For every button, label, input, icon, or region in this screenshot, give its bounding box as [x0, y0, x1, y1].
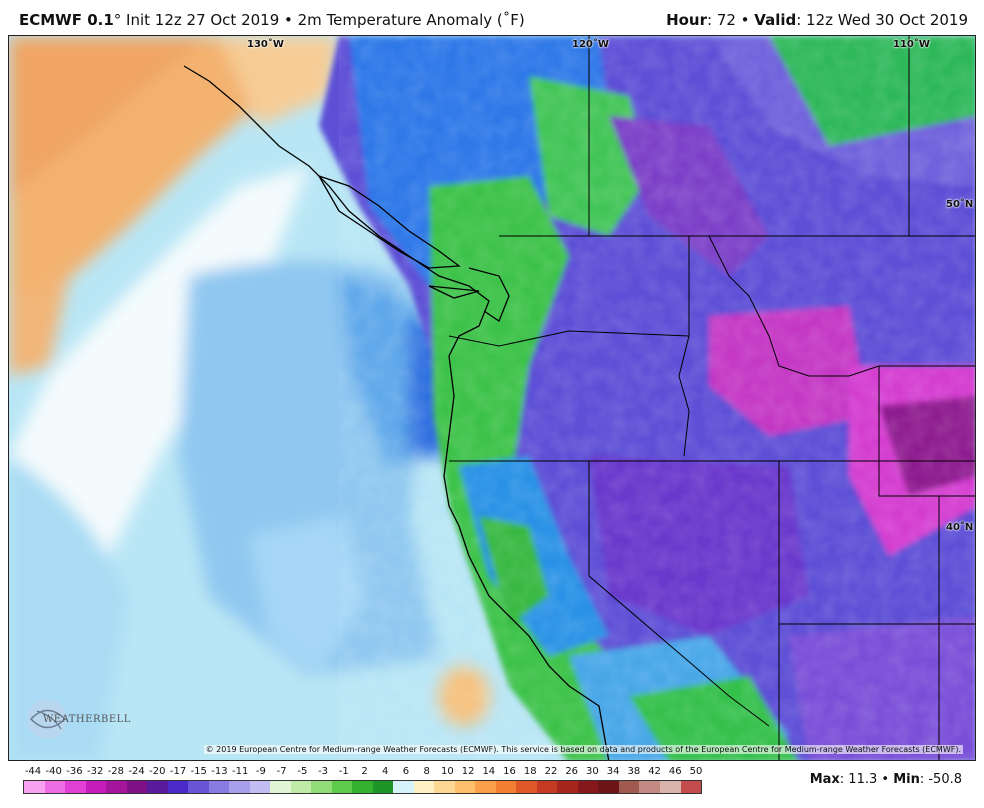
init-description: Init 12z 27 Oct 2019 • 2m Temperature An…	[121, 11, 525, 29]
colorbar-swatch	[331, 781, 353, 793]
colorbar-swatch	[229, 781, 250, 793]
colorbar-tick-label: 46	[668, 766, 682, 777]
colorbar-swatch	[85, 781, 107, 793]
colorbar-swatch	[65, 781, 86, 793]
colorbar-tick-label: 16	[503, 766, 516, 777]
colorbar-tick-label: 2	[361, 766, 368, 777]
colorbar-swatch	[147, 781, 168, 793]
colorbar-swatch	[413, 781, 435, 793]
colorbar-tick-label: -28	[107, 766, 125, 777]
colorbar-tick-label: -1	[338, 766, 349, 777]
min-value: : -50.8	[919, 772, 962, 787]
colorbar-swatch	[393, 781, 414, 793]
colorbar-swatch	[188, 781, 209, 793]
colorbar-tick-label: -3	[318, 766, 329, 777]
colorbar-swatch	[167, 781, 189, 793]
map-canvas	[9, 36, 975, 760]
map-title: ECMWF 0.1° Init 12z 27 Oct 2019 • 2m Tem…	[19, 11, 525, 29]
colorbar-swatch	[516, 781, 537, 793]
colorbar-tick-label: 42	[648, 766, 661, 777]
colorbar-tick-label: -15	[190, 766, 207, 777]
colorbar-swatch	[639, 781, 660, 793]
degree-symbol: °	[113, 11, 122, 29]
colorbar-swatch	[270, 781, 291, 793]
hour-value: : 72 •	[707, 11, 755, 29]
colorbar-tick-label: -24	[128, 766, 145, 777]
max-min-readout: Max: 11.3 • Min: -50.8	[810, 772, 962, 787]
political-borders	[448, 36, 975, 760]
colorbar-tick-label: 34	[606, 766, 620, 777]
colorbar-tick-label: -9	[255, 766, 266, 777]
colorbar-tick-label: 10	[441, 766, 454, 777]
model-name: ECMWF 0.1	[19, 11, 114, 29]
colorbar-swatch	[577, 781, 599, 793]
temperature-anomaly-map: 130˚W 120˚W 110˚W 50˚N 40˚N WEATHERBELL …	[8, 35, 976, 761]
logo-text: WEATHERBELL	[43, 714, 131, 725]
latitude-label: 50˚N	[946, 199, 974, 210]
colorbar-tick-label: -11	[232, 766, 249, 777]
longitude-label: 130˚W	[247, 39, 284, 50]
colorbar-swatch	[352, 781, 373, 793]
colorbar-tick-label: -7	[276, 766, 287, 777]
max-label: Max	[809, 772, 840, 787]
colorbar-swatch	[536, 781, 558, 793]
valid-value: : 12z Wed 30 Oct 2019	[796, 11, 968, 29]
colorbar: -44 -40 -36 -32 -28 -24 -20 -17 -15 -13 -11 -9 -7 -5-…	[23, 766, 702, 796]
colorbar-labels: -44 -40 -36 -32 -28 -24 -20 -17 -15 -13 -11 -9 -7 -5-…	[23, 766, 703, 779]
colorbar-swatch	[475, 781, 496, 793]
colorbar-swatch	[495, 781, 517, 793]
colorbar-tick-label: 6	[402, 766, 410, 777]
valid-label: Valid	[754, 11, 797, 29]
colorbar-swatch	[372, 781, 394, 793]
colorbar-swatch	[44, 781, 66, 793]
colorbar-tick-label: -17	[169, 766, 187, 777]
colorbar-swatch	[290, 781, 312, 793]
colorbar-tick-label: 50	[689, 766, 703, 777]
longitude-label: 120˚W	[572, 39, 609, 50]
colorbar-swatch	[249, 781, 271, 793]
valid-time: Hour: 72 • Valid: 12z Wed 30 Oct 2019	[666, 11, 968, 29]
colorbar-swatch	[126, 781, 148, 793]
colorbar-tick-label: 18	[523, 766, 537, 777]
weatherbell-logo: WEATHERBELL	[23, 696, 130, 742]
colorbar-tick-label: -5	[297, 766, 308, 777]
colorbar-swatch	[618, 781, 640, 793]
colorbar-swatch	[598, 781, 619, 793]
globe-icon	[27, 699, 67, 739]
colorbar-tick-label: -36	[66, 766, 83, 777]
colorbar-swatch	[106, 781, 127, 793]
land-texture	[339, 36, 975, 760]
colorbar-swatches	[23, 780, 702, 794]
header: ECMWF 0.1° Init 12z 27 Oct 2019 • 2m Tem…	[0, 0, 984, 36]
colorbar-swatch	[454, 781, 476, 793]
colorbar-tick-label: 8	[423, 766, 430, 777]
min-label: Min	[893, 772, 920, 787]
colorbar-tick-label: 38	[627, 766, 641, 777]
colorbar-tick-label: 30	[586, 766, 599, 777]
max-value: : 11.3 •	[839, 772, 894, 787]
copyright-notice: © 2019 European Centre for Medium-range …	[203, 745, 963, 754]
colorbar-swatch	[680, 781, 702, 793]
coastline	[183, 65, 610, 760]
colorbar-tick-label: -20	[149, 766, 166, 777]
colorbar-swatch	[311, 781, 332, 793]
colorbar-swatch	[208, 781, 230, 793]
colorbar-tick-label: 14	[482, 766, 496, 777]
longitude-label: 110˚W	[893, 39, 930, 50]
latitude-label: 40˚N	[946, 522, 974, 533]
colorbar-tick-label: -32	[86, 766, 104, 777]
colorbar-tick-label: 12	[461, 766, 475, 777]
colorbar-tick-label: -13	[211, 766, 228, 777]
colorbar-tick-label: -44	[24, 766, 42, 777]
colorbar-swatch	[659, 781, 681, 793]
colorbar-tick-label: 26	[565, 766, 579, 777]
colorbar-swatch	[557, 781, 578, 793]
colorbar-tick-label: -40	[45, 766, 62, 777]
colorbar-swatch	[434, 781, 455, 793]
hour-label: Hour	[666, 11, 707, 29]
colorbar-swatch	[24, 781, 45, 793]
colorbar-tick-label: 22	[544, 766, 558, 777]
colorbar-tick-label: 4	[382, 766, 389, 777]
